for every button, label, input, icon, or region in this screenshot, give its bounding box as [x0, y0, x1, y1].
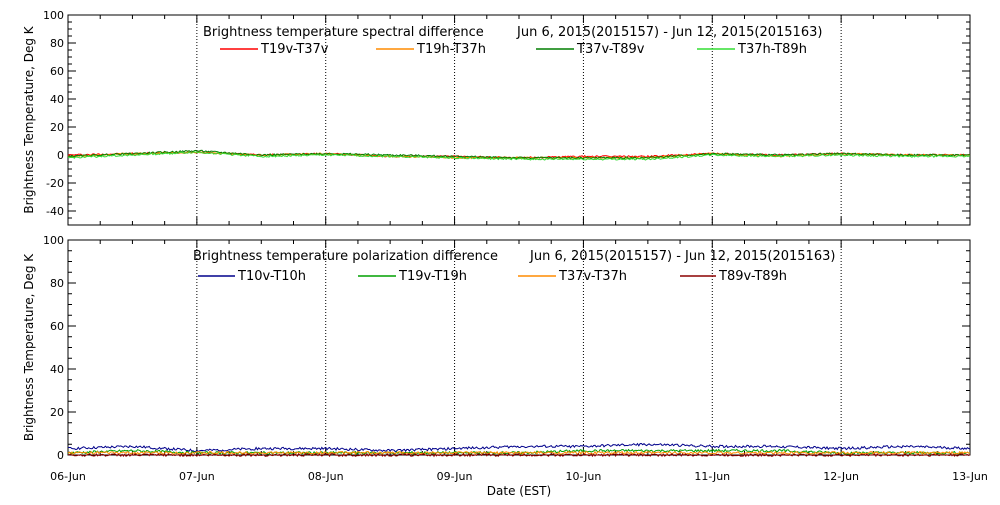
- series-line: [67, 151, 971, 161]
- x-axis: 06-Jun 07-Jun 08-Jun 09-Jun 10-Jun 11-Jun 12-J…: [50, 470, 988, 483]
- x-tick-label: 10-Jun: [566, 470, 602, 483]
- y-tick-label: 40: [50, 363, 64, 376]
- series-line: [67, 450, 971, 456]
- y-axis-label: Brightness Temperature, Deg K: [22, 25, 36, 213]
- y-tick-label: 0: [57, 449, 64, 462]
- plot-frame: [67, 14, 971, 226]
- panel-date-range: Jun 6, 2015(2015157) - Jun 12, 2015(2015…: [516, 25, 822, 40]
- x-tick-label: 12-Jun: [823, 470, 859, 483]
- x-tick-label: 09-Jun: [437, 470, 473, 483]
- panel-date-range: Jun 6, 2015(2015157) - Jun 12, 2015(2015…: [529, 249, 835, 264]
- legend-label: T10v-T10h: [237, 269, 306, 284]
- legend-label: T37v-T37h: [558, 269, 627, 284]
- x-tick-label: 11-Jun: [694, 470, 730, 483]
- panel-spectral-difference: -40 -20 0 20 40 60 80 100 Brightness Temperature…: [22, 9, 971, 226]
- series-line: [67, 149, 971, 160]
- y-tick-label: 0: [57, 149, 64, 162]
- y-tick-label: 20: [50, 121, 64, 134]
- y-axis-label: Brightness Temperature, Deg K: [22, 253, 36, 441]
- series-line: [67, 452, 971, 458]
- y-tick-label: -20: [46, 177, 64, 190]
- legend-label: T19v-T19h: [398, 269, 467, 284]
- x-tick-label: 08-Jun: [308, 470, 344, 483]
- y-tick-label: 100: [43, 9, 64, 22]
- y-tick-label: 60: [50, 320, 64, 333]
- x-tick-label: 07-Jun: [179, 470, 215, 483]
- x-axis-label: Date (EST): [487, 484, 551, 498]
- legend-label: T89v-T89h: [718, 269, 787, 284]
- y-tick-label: 100: [43, 234, 64, 247]
- series-line: [67, 442, 971, 453]
- legend-label: T37h-T89h: [737, 42, 807, 57]
- legend-label: T37v-T89v: [576, 42, 645, 57]
- plot-frame: [67, 239, 971, 456]
- y-tick-label: 60: [50, 65, 64, 78]
- legend-label: T19h-T37h: [416, 42, 486, 57]
- panel-polarization-difference: 0 20 40 60 80 100 Brightness Temperature, Deg …: [22, 234, 971, 462]
- y-tick-label: 20: [50, 406, 64, 419]
- panel-title: Brightness temperature spectral differen…: [203, 25, 484, 40]
- x-tick-label: 06-Jun: [50, 470, 86, 483]
- y-tick-label: 80: [50, 277, 64, 290]
- x-tick-label: 13-Jun: [952, 470, 988, 483]
- legend-label: T19v-T37v: [260, 42, 329, 57]
- panel-title: Brightness temperature polarization diff…: [193, 249, 498, 264]
- y-tick-label: -40: [46, 205, 64, 218]
- y-tick-label: 80: [50, 37, 64, 50]
- y-tick-label: 40: [50, 93, 64, 106]
